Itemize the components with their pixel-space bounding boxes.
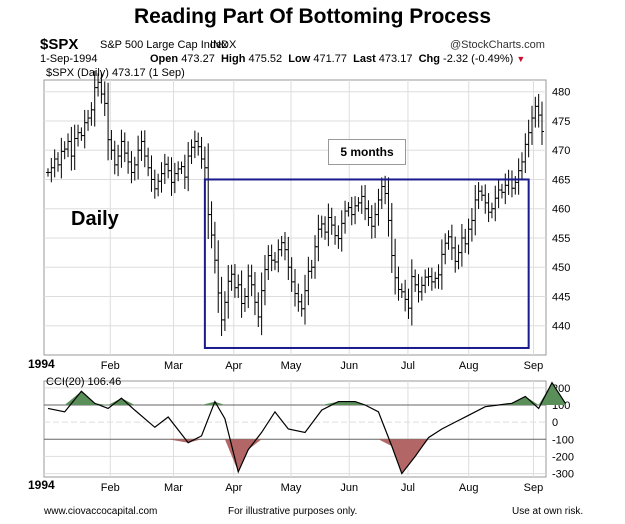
price-x-tick-label: Apr: [225, 360, 242, 372]
footer-disclaimer: For illustrative purposes only.: [228, 506, 358, 517]
high-value: 475.52: [248, 53, 283, 65]
year-label-price: 1994: [28, 357, 55, 371]
footer-website: www.ciovaccocapital.com: [44, 506, 158, 517]
bottoming-box: [203, 178, 530, 349]
price-y-tick-label: 450: [552, 262, 570, 274]
cci-x-tick-label: May: [281, 482, 302, 494]
cci-line: [47, 381, 566, 475]
chg-value: -2.32 (-0.49%): [443, 53, 514, 65]
cci-panel-frame: [43, 380, 547, 478]
months-annotation: 5 months: [328, 139, 406, 165]
cci-x-tick-label: Aug: [459, 482, 479, 494]
price-x-tick-label: Jul: [401, 360, 415, 372]
open-value: 473.27: [181, 53, 215, 65]
price-y-tick-label: 475: [552, 116, 570, 128]
price-y-tick-label: 480: [552, 87, 570, 99]
symbol-name: S&P 500 Large Cap Index: [100, 39, 228, 51]
open-label: Open: [150, 53, 179, 65]
chg-down-icon: ▼: [516, 54, 526, 64]
cci-y-tick-label: -300: [552, 469, 574, 481]
price-x-tick-label: Aug: [459, 360, 479, 372]
chart-title: Reading Part Of Bottoming Process: [133, 5, 492, 28]
cci-x-tick-label: Apr: [225, 482, 242, 494]
price-panel-frame: [43, 79, 547, 356]
exchange: INDX: [210, 39, 237, 51]
cci-x-tick-label: Feb: [101, 482, 120, 494]
year-label-cci: 1994: [28, 478, 55, 492]
cci-y-tick-label: -200: [552, 451, 574, 463]
price-legend: $SPX (Daily) 473.17 (1 Sep): [46, 67, 185, 79]
price-x-tick-label: Mar: [164, 360, 183, 372]
cci-x-tick-label: Sep: [524, 482, 544, 494]
price-x-tick-label: May: [281, 360, 302, 372]
chg-label: Chg: [418, 53, 440, 65]
price-y-tick-label: 440: [552, 321, 570, 333]
price-y-tick-label: 465: [552, 174, 570, 186]
last-value: 473.17: [378, 53, 413, 65]
price-y-tick-label: 470: [552, 145, 570, 157]
cci-x-tick-label: Jun: [340, 482, 358, 494]
price-x-tick-label: Sep: [524, 360, 544, 372]
quote-bar: Open 473.27 High 475.52 Low 471.77 Last …: [150, 53, 525, 65]
cci-x-tick-label: Jul: [401, 482, 415, 494]
low-label: Low: [288, 53, 311, 65]
price-y-tick-label: 445: [552, 291, 570, 303]
low-value: 471.77: [313, 53, 347, 65]
ohlc-bar: [540, 101, 544, 145]
cci-y-tick-label: -100: [552, 434, 574, 446]
last-label: Last: [353, 53, 376, 65]
cci-x-tick-label: Mar: [164, 482, 183, 494]
price-y-tick-label: 455: [552, 233, 570, 245]
brand: @StockCharts.com: [450, 39, 545, 51]
price-y-tick-label: 460: [552, 204, 570, 216]
price-x-tick-label: Feb: [101, 360, 120, 372]
cci-y-tick-label: 0: [552, 417, 558, 429]
quote-date: 1-Sep-1994: [40, 53, 98, 65]
high-label: High: [220, 53, 246, 65]
daily-annotation: Daily: [71, 208, 119, 230]
cci-legend: CCI(20) 106.46: [46, 376, 122, 388]
footer-risk: Use at own risk.: [512, 506, 584, 517]
symbol: $SPX: [40, 36, 79, 53]
price-x-tick-label: Jun: [340, 360, 358, 372]
